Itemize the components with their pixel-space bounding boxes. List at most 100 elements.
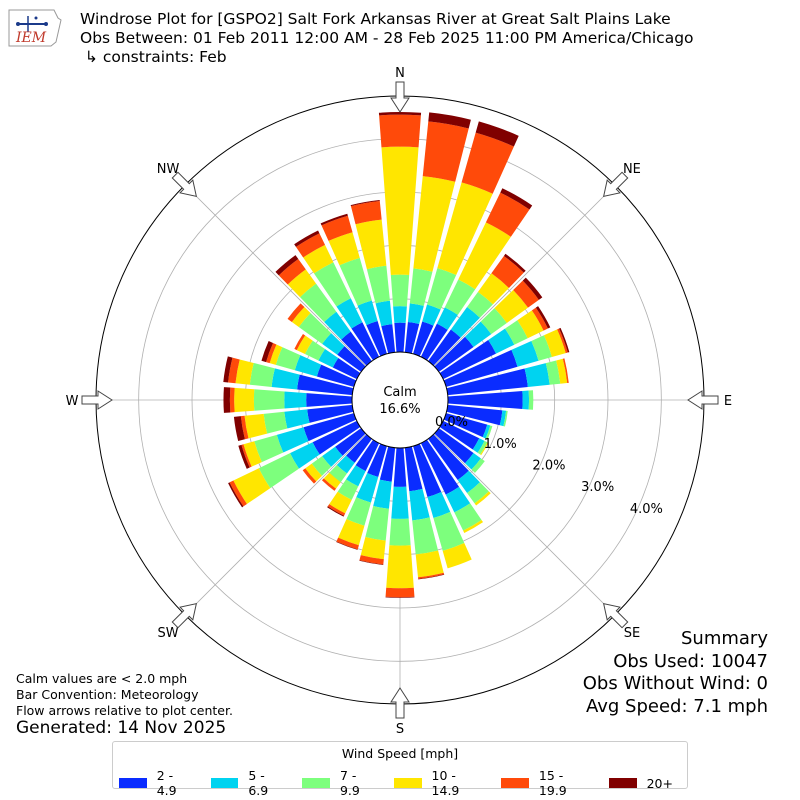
wind-bar-segment (373, 479, 392, 509)
wind-bar-segment (415, 550, 444, 578)
wind-bar-segment (287, 303, 305, 323)
flow-arrow-icon (602, 171, 629, 198)
wind-bar-segment (329, 491, 352, 514)
wind-bar-segment (337, 346, 366, 372)
wind-bar-segment (360, 537, 386, 560)
wind-bar-segment (234, 387, 255, 413)
wind-bar-segment (528, 390, 534, 410)
wind-bar-segment (306, 393, 353, 407)
wind-bar-segment (235, 359, 254, 385)
wind-bar-segment (321, 478, 337, 491)
chart-notes: Calm values are < 2.0 mph Bar Convention… (16, 671, 233, 719)
radial-tick-label: 3.0% (581, 480, 614, 495)
wind-bar-segment (467, 291, 493, 318)
wind-bar-segment (407, 303, 424, 324)
legend-label: 7 - 9.9 (339, 768, 360, 798)
wind-bar-segment (409, 488, 430, 521)
flow-arrow-shape (390, 687, 410, 719)
legend-item: 15 - 19.9 (501, 768, 594, 798)
legend-item: 10 - 14.9 (393, 768, 487, 798)
wind-bar-segment (329, 464, 347, 483)
direction-label: NE (623, 162, 641, 177)
wind-bar-segment (298, 312, 332, 344)
wind-bar-segment (243, 441, 262, 467)
wind-bar-segment (446, 404, 503, 426)
wind-bar-segment (275, 255, 299, 276)
summary-obs-used: Obs Used: 10047 (613, 650, 768, 672)
wind-bar-segment (562, 358, 569, 384)
wind-bar-segment (223, 387, 231, 413)
wind-bar-segment (467, 482, 489, 504)
wind-bar-segment (524, 363, 550, 388)
wind-bar-segment (375, 300, 393, 327)
direction-label: N (395, 66, 405, 81)
direction-label: W (66, 394, 79, 409)
wind-bar-segment (305, 463, 323, 482)
flow-arrow-icon (171, 171, 198, 198)
flow-arrow-icon (687, 390, 719, 410)
wind-bar-segment (284, 391, 307, 409)
legend-swatch (608, 778, 637, 788)
wind-bar-segment (394, 322, 406, 353)
wind-bar-segment (531, 335, 552, 361)
wind-bar-segment (350, 199, 380, 207)
wind-bar-segment (422, 304, 441, 326)
wind-bar-segment (450, 306, 480, 338)
wind-bar-segment (418, 574, 445, 580)
flow-arrow-icon (390, 687, 410, 719)
summary-heading: Summary (681, 628, 768, 649)
wind-bar-segment (513, 280, 539, 308)
wind-bar-segment (327, 506, 345, 517)
title-line-1: Windrose Plot for [GSPO2] Salt Fork Arka… (80, 10, 671, 28)
wind-bar-segment (556, 358, 568, 384)
wind-bar-segment (443, 413, 488, 438)
wind-bar-segment (328, 232, 360, 266)
wind-bar-segment (240, 415, 249, 440)
flow-arrow-shape (687, 390, 719, 410)
wind-bar-segment (346, 465, 366, 487)
wind-bar-segment (471, 458, 485, 473)
iem-logo-icon (8, 9, 62, 47)
radial-tick-label: 0.0% (435, 415, 468, 430)
legend-label: 20+ (646, 775, 673, 791)
wind-bar-segment (428, 329, 461, 366)
wind-bar-segment (386, 545, 414, 589)
title-line-2: Obs Between: 01 Feb 2011 12:00 AM - 28 F… (80, 29, 694, 47)
wind-bar-segment (338, 519, 365, 546)
flow-arrow-icon (602, 602, 629, 629)
wind-bar-segment (304, 340, 326, 361)
wind-bar-segment (531, 307, 548, 331)
calm-value: 16.6% (379, 402, 420, 417)
wind-bar-segment (290, 442, 320, 469)
direction-label: E (724, 394, 732, 409)
wind-bar-segment (434, 428, 474, 464)
radial-tick-label: 1.0% (484, 437, 517, 452)
wind-bar-segment (238, 444, 250, 469)
wind-bar-segment (321, 215, 353, 241)
wind-bar-segment (254, 434, 284, 463)
wind-bar-segment (336, 455, 355, 474)
wind-bar-segment (427, 268, 457, 310)
wind-bar-segment (355, 439, 380, 472)
wind-bar-segment (485, 192, 530, 237)
wind-bar-segment (341, 331, 372, 366)
wind-bar-segment (464, 321, 492, 347)
wind-bar-segment (320, 213, 348, 226)
wind-bar-segment (336, 537, 359, 550)
wind-bar-segment (463, 519, 484, 534)
wind-bar-segment (299, 283, 337, 323)
wind-bar-segment (297, 374, 354, 396)
direction-label: NW (157, 162, 180, 177)
flow-arrow-shape (171, 171, 198, 198)
wind-bar-segment (276, 427, 309, 453)
wind-bar-segment (269, 344, 283, 365)
summary-obs-without-wind: Obs Without Wind: 0 (582, 673, 768, 694)
legend-label: 2 - 4.9 (156, 768, 177, 798)
wind-bar-segment (379, 114, 421, 148)
wind-bar-segment (284, 409, 310, 429)
wind-bar-segment (351, 322, 380, 361)
calm-label: Calm (383, 385, 416, 400)
logo-text: IEM (16, 30, 47, 46)
wind-bar-segment (494, 289, 529, 323)
radial-tick-label: 2.0% (532, 459, 565, 474)
